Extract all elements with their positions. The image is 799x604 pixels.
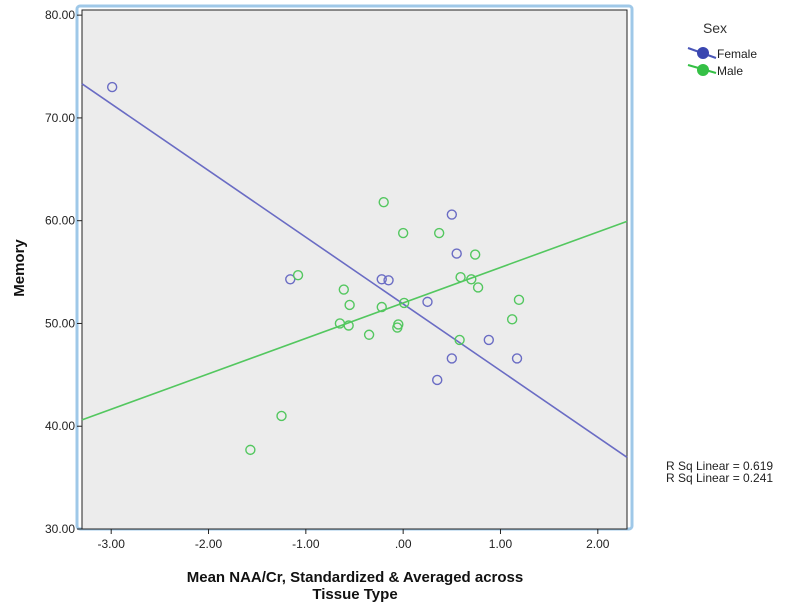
point-female [432,374,443,386]
y-tick-label: 40.00 [45,419,75,433]
point-male [344,299,355,311]
point-female [483,334,495,346]
x-axis: -3.00 -2.00 -1.00 .00 1.00 2.00 [98,529,610,551]
point-male [376,301,387,313]
point-female [383,275,394,286]
point-male [513,294,525,306]
point-male [455,272,466,283]
legend-entry-female: Female [687,47,757,61]
y-tick-label: 70.00 [45,111,75,125]
point-female [451,248,462,259]
legend-male-label: Male [717,64,743,78]
point-male [392,322,403,333]
x-tick-label: 2.00 [586,537,610,551]
point-male [378,196,389,208]
point-male [469,249,481,260]
rsq-male-label: R Sq Linear = 0.241 [666,471,773,485]
fit-lines [81,83,628,458]
legend-entry-male: Male [687,64,743,78]
x-tick-label: .00 [395,537,412,551]
point-female [511,353,523,364]
point-male [454,334,465,346]
y-axis-title: Memory [11,239,28,297]
y-tick-label: 50.00 [45,316,75,330]
point-female [376,274,387,285]
x-tick-label: 1.00 [489,537,513,551]
data-points [106,81,525,456]
fit-line-male [81,220,628,421]
y-tick-label: 80.00 [45,8,75,22]
point-male [245,444,256,456]
point-male [397,227,409,239]
x-tick-label: -3.00 [98,537,126,551]
y-tick-label: 60.00 [45,214,75,228]
point-male [472,282,484,293]
point-female [446,209,458,220]
point-male [292,269,304,281]
x-axis-title-line-2: Tissue Type [312,586,397,603]
legend: Sex Female Male [687,20,757,78]
y-axis: 30.00 40.00 50.00 60.00 70.00 80.00 [45,8,82,536]
point-male [343,320,354,331]
point-female [285,274,296,285]
point-male [433,227,445,239]
legend-female-label: Female [717,47,757,61]
y-tick-label: 30.00 [45,522,75,536]
x-axis-title-line-1: Mean NAA/Cr, Standardized & Averaged acr… [187,569,524,586]
point-male [466,274,477,285]
plot-area [81,9,628,530]
point-female [106,81,118,93]
legend-male-marker-icon [697,64,709,76]
point-female [446,353,458,364]
rsq-female-label: R Sq Linear = 0.619 [666,459,773,473]
x-tick-label: -2.00 [195,537,223,551]
point-male [363,329,375,340]
x-tick-label: -1.00 [292,537,320,551]
point-male [398,297,410,309]
legend-title: Sex [703,20,727,36]
point-male [506,314,518,325]
point-female [422,296,433,308]
legend-female-marker-icon [697,47,709,59]
point-male [276,410,287,422]
fit-line-female [81,83,628,458]
point-male [338,284,349,295]
